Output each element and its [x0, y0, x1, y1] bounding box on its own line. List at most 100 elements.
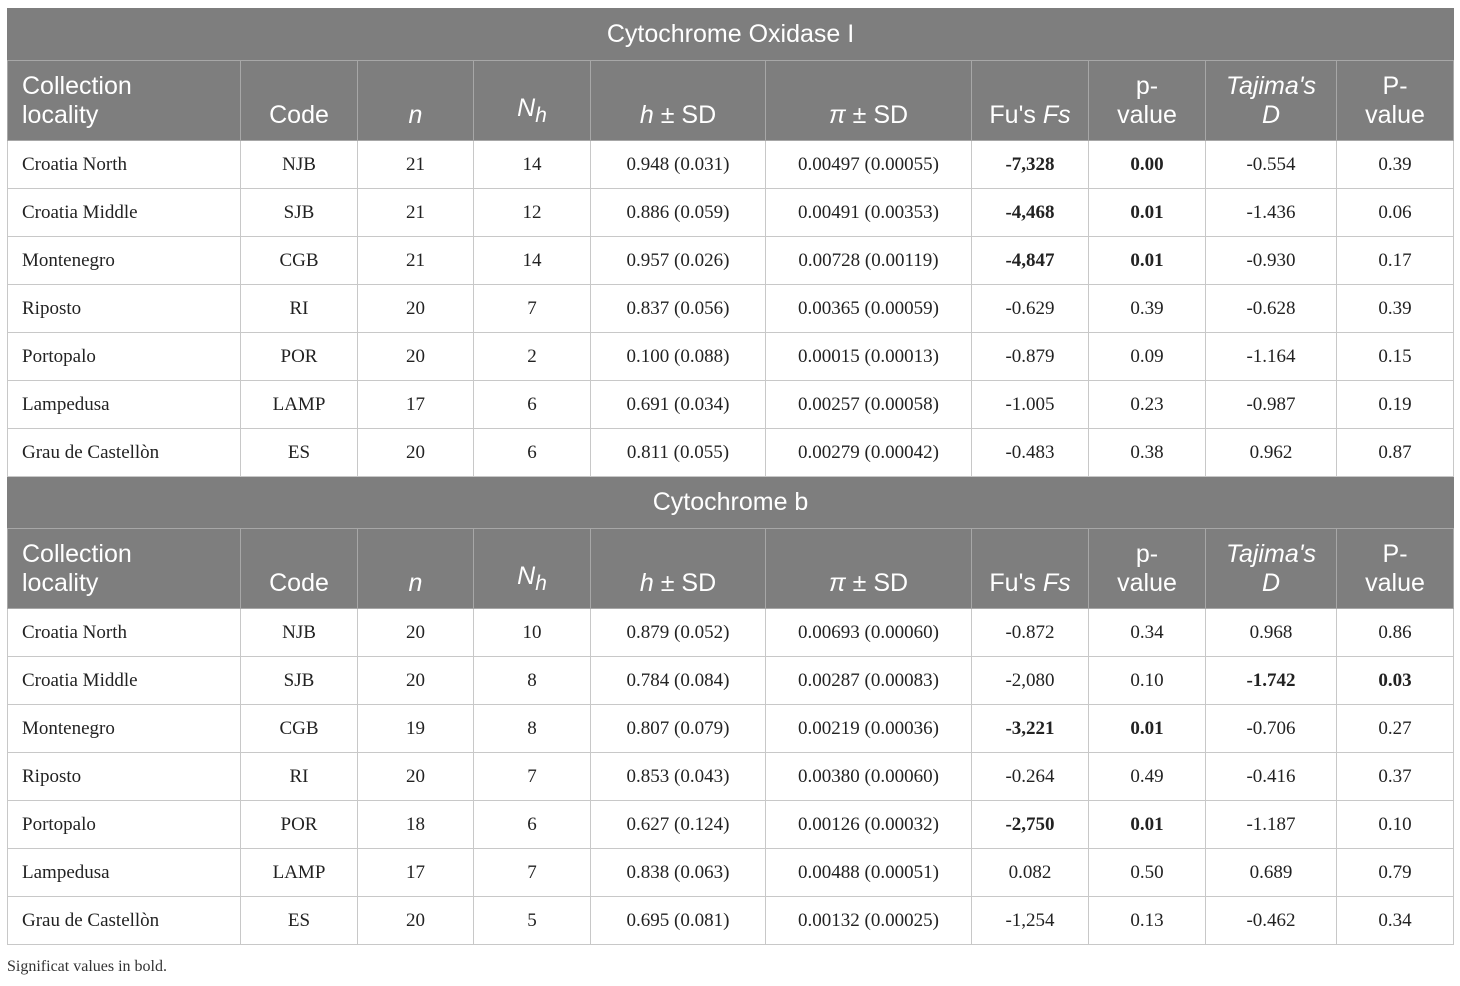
table-row: Portopalo POR 20 2 0.100 (0.088) 0.00015 (0.0… — [7, 332, 1455, 381]
cell-h-sd: 0.837 (0.056) — [590, 284, 766, 333]
header-fs-symbol: Fs — [1042, 101, 1071, 129]
cell-nh: 14 — [473, 236, 591, 285]
cell-pi-sd: 0.00365 (0.00059) — [765, 284, 972, 333]
table-footnote: Significat values in bold. — [7, 958, 167, 975]
cell-tajimas-d: -0.462 — [1205, 896, 1337, 945]
header-pi-sd: π ± SD — [765, 528, 972, 609]
header-h-sd: h ± SD — [590, 60, 766, 141]
cell-nh: 6 — [473, 428, 591, 477]
cell-n: 20 — [357, 608, 474, 657]
cell-code: CGB — [240, 704, 358, 753]
header-nh-subscript: h — [535, 572, 547, 595]
cell-tajimas-d: 0.962 — [1205, 428, 1337, 477]
header-pi-symbol: π — [828, 101, 846, 129]
cell-d-p-value: 0.34 — [1335, 896, 1455, 945]
cell-fs-p-value: 0.10 — [1088, 656, 1206, 705]
header-pi-symbol: π — [828, 569, 846, 597]
cell-h-sd: 0.784 (0.084) — [590, 656, 766, 705]
header-h-symbol: h — [639, 569, 654, 597]
header-pi-sd-label: ± SD — [845, 569, 909, 597]
cell-h-sd: 0.627 (0.124) — [590, 800, 766, 849]
cell-fus-fs: -1.005 — [971, 380, 1089, 429]
header-tajima-line1: Tajima's — [1226, 72, 1316, 100]
cell-code: CGB — [240, 236, 358, 285]
cell-fs-p-value: 0.38 — [1088, 428, 1206, 477]
cell-locality: Portopalo — [7, 800, 241, 849]
cell-pi-sd: 0.00491 (0.00353) — [765, 188, 972, 237]
header-nh-sub-label: h — [535, 572, 547, 595]
cell-code: RI — [240, 752, 358, 801]
cell-fus-fs: -2,750 — [971, 800, 1089, 849]
header-pi-sd: π ± SD — [765, 60, 972, 141]
cell-n: 20 — [357, 656, 474, 705]
cell-nh: 10 — [473, 608, 591, 657]
cell-tajimas-d: -0.930 — [1205, 236, 1337, 285]
section-title-row: Cytochrome b — [6, 476, 1455, 529]
cell-pi-sd: 0.00488 (0.00051) — [765, 848, 972, 897]
cell-code: LAMP — [240, 380, 358, 429]
cell-fs-p-value: 0.23 — [1088, 380, 1206, 429]
cell-fs-p-value: 0.39 — [1088, 284, 1206, 333]
cell-nh: 8 — [473, 656, 591, 705]
table-row: Riposto RI 20 7 0.837 (0.056) 0.00365 (0.0005… — [7, 284, 1455, 333]
cell-fus-fs: -0.264 — [971, 752, 1089, 801]
cell-locality: Montenegro — [7, 236, 241, 285]
cell-code: SJB — [240, 656, 358, 705]
cell-n: 20 — [357, 428, 474, 477]
cell-fs-p-value: 0.34 — [1088, 608, 1206, 657]
cell-n: 18 — [357, 800, 474, 849]
section-title-row: Cytochrome Oxidase I — [6, 8, 1455, 61]
column-header-row: Collection locality Code n Nh h ± SD π ± SD Fu'… — [7, 528, 1455, 609]
cell-locality: Riposto — [7, 284, 241, 333]
header-fu-label: Fu's — [989, 569, 1043, 597]
cell-tajimas-d: -1.742 — [1205, 656, 1337, 705]
cell-code: POR — [240, 800, 358, 849]
cell-fs-p-value: 0.49 — [1088, 752, 1206, 801]
cell-locality: Lampedusa — [7, 848, 241, 897]
header-locality-line2: locality — [22, 569, 99, 597]
header-n-label: n — [408, 101, 423, 129]
header-nh-subscript: h — [535, 104, 547, 127]
cell-d-p-value: 0.03 — [1335, 656, 1455, 705]
header-n: n — [357, 60, 474, 141]
table-row: Riposto RI 20 7 0.853 (0.043) 0.00380 (0.0006… — [7, 752, 1455, 801]
header-locality-line2: locality — [22, 101, 99, 129]
header-collection-locality: Collection locality — [7, 60, 241, 141]
header-Pvalue-line1: P- — [1382, 540, 1408, 568]
cell-d-p-value: 0.10 — [1335, 800, 1455, 849]
cell-locality: Grau de Castellòn — [7, 428, 241, 477]
header-Pvalue-line2: value — [1365, 101, 1425, 129]
header-n-label: n — [408, 569, 423, 597]
cell-d-p-value: 0.27 — [1335, 704, 1455, 753]
header-tajimas-d: Tajima's D — [1205, 528, 1337, 609]
cell-d-p-value: 0.87 — [1335, 428, 1455, 477]
cell-fus-fs: -0.872 — [971, 608, 1089, 657]
header-pvalue-line1: p- — [1135, 540, 1159, 568]
cell-n: 21 — [357, 236, 474, 285]
cell-n: 20 — [357, 332, 474, 381]
cell-fus-fs: 0.082 — [971, 848, 1089, 897]
diversity-table: Cytochrome Oxidase I Collection locality Co… — [6, 8, 1455, 945]
cell-fs-p-value: 0.01 — [1088, 800, 1206, 849]
cell-d-p-value: 0.39 — [1335, 284, 1455, 333]
header-code: Code — [240, 528, 358, 609]
header-nh: Nh — [473, 528, 591, 609]
header-fs-p-value: p-value — [1088, 528, 1206, 609]
table-container: Cytochrome Oxidase I Collection locality Co… — [6, 8, 1455, 945]
cell-pi-sd: 0.00257 (0.00058) — [765, 380, 972, 429]
cell-pi-sd: 0.00219 (0.00036) — [765, 704, 972, 753]
header-code-label: Code — [269, 569, 329, 597]
cell-nh: 5 — [473, 896, 591, 945]
header-code: Code — [240, 60, 358, 141]
table-row: Lampedusa LAMP 17 6 0.691 (0.034) 0.00257 (0.… — [7, 380, 1455, 429]
header-code-label: Code — [269, 101, 329, 129]
cell-tajimas-d: -1.187 — [1205, 800, 1337, 849]
cell-d-p-value: 0.19 — [1335, 380, 1455, 429]
cell-tajimas-d: -0.628 — [1205, 284, 1337, 333]
cell-h-sd: 0.811 (0.055) — [590, 428, 766, 477]
header-nh-label: N — [517, 94, 536, 122]
table-row: Croatia North NJB 20 10 0.879 (0.052) 0.00693… — [7, 608, 1455, 657]
header-tajima-line2: D — [1261, 569, 1281, 597]
table-row: Lampedusa LAMP 17 7 0.838 (0.063) 0.00488 (0.… — [7, 848, 1455, 897]
cell-d-p-value: 0.06 — [1335, 188, 1455, 237]
